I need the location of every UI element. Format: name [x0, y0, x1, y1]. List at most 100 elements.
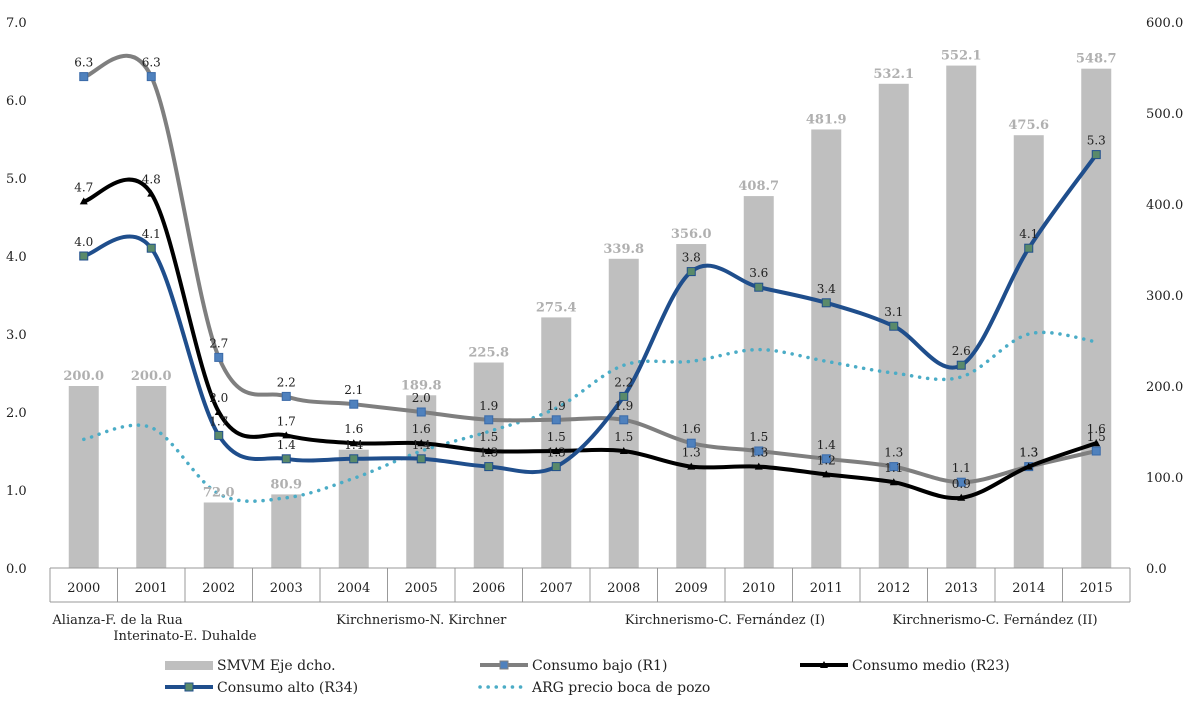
series-1-point-2009 [687, 462, 696, 470]
period-label-1: Interinato-E. Duhalde [113, 629, 257, 644]
series-0-label-2012: 1.3 [884, 446, 903, 460]
series-1-label-2003: 1.7 [277, 414, 296, 428]
series-2-point-2007 [551, 462, 561, 472]
series-2-point-2000 [79, 251, 89, 261]
left-tick-label: 1.0 [6, 484, 27, 499]
series-0-point-2004 [349, 399, 359, 409]
right-tick-label: 400.0 [1146, 198, 1183, 213]
right-tick-label: 0.0 [1146, 562, 1167, 577]
series-0-label-2013: 1.1 [952, 461, 971, 475]
series-2-point-2001 [146, 243, 156, 253]
series-1-label-2005: 1.6 [412, 422, 431, 436]
bar-label-2015: 548.7 [1076, 52, 1117, 67]
left-tick-label: 6.0 [6, 94, 27, 109]
series-2-point-2003 [281, 454, 291, 464]
series-1-point-2014 [1024, 462, 1033, 470]
series-2-point-2011 [821, 298, 831, 308]
series-1-label-2007: 1.5 [547, 430, 566, 444]
series-0-point-2000 [79, 72, 89, 82]
legend-label-0: SMVM Eje dcho. [217, 658, 336, 674]
x-tick-2007: 2007 [540, 581, 573, 596]
axes-layer: 0.0 1.0 2.0 3.0 4.0 5.0 6.0 7.0 0.0 100.0 200.0 300… [6, 16, 1183, 577]
x-tick-2015: 2015 [1080, 581, 1113, 596]
series-0-point-2012 [889, 462, 899, 472]
series-0-point-2008 [619, 415, 629, 425]
bar-2010 [743, 196, 774, 568]
right-tick-label: 100.0 [1146, 471, 1183, 486]
series-line-2 [81, 152, 1099, 475]
bar-label-2011: 481.9 [806, 112, 847, 127]
series-1-point-2013 [957, 493, 966, 501]
series-0-label-2000: 6.3 [74, 56, 93, 70]
bar-label-2001: 200.0 [131, 369, 172, 384]
series-2-label-2005: 1.4 [412, 438, 431, 452]
series-2-label-2009: 3.8 [682, 251, 701, 265]
series-2-label-2003: 1.4 [277, 438, 296, 452]
series-2-label-2013: 2.6 [952, 344, 971, 358]
series-1-point-2000 [79, 197, 88, 205]
period-label-4: Kirchnerismo-C. Fernández (II) [892, 613, 1097, 628]
x-tick-2008: 2008 [607, 581, 640, 596]
series-1-point-2001 [147, 189, 156, 197]
legend-swatch-bar [165, 661, 213, 670]
bar-2004 [338, 449, 369, 568]
bar-2002 [203, 502, 234, 568]
series-line-0 [81, 53, 1099, 485]
series-2-label-2014: 4.1 [1019, 227, 1038, 241]
series-1-label-2001: 4.8 [142, 173, 161, 187]
left-tick-label: 2.0 [6, 406, 27, 421]
series-1-point-2011 [822, 470, 831, 478]
bar-label-2008: 339.8 [603, 242, 644, 257]
series-0-label-2008: 1.9 [614, 399, 633, 413]
x-tick-2014: 2014 [1012, 581, 1045, 596]
series-1-label-2008: 1.5 [614, 430, 633, 444]
series-1-point-2005 [417, 439, 426, 447]
right-tick-label: 500.0 [1146, 107, 1183, 122]
series-2-label-2004: 1.4 [344, 438, 363, 452]
series-0-label-2007: 1.9 [547, 399, 566, 413]
series-2-point-2005 [416, 454, 426, 464]
x-tick-2006: 2006 [472, 581, 505, 596]
series-2-label-2002: 1.7 [209, 414, 228, 428]
series-2-label-2010: 3.6 [749, 266, 768, 280]
series-2-point-2008 [619, 391, 629, 401]
x-tick-2003: 2003 [270, 581, 303, 596]
series-0-point-2009 [686, 438, 696, 448]
x-tick-2011: 2011 [810, 581, 843, 596]
series-0-point-2013 [956, 477, 966, 487]
series-2-point-2010 [754, 282, 764, 292]
series-0-label-2011: 1.4 [817, 438, 836, 452]
lines-layer [79, 53, 1101, 503]
series-1-point-2012 [889, 478, 898, 486]
series-1-label-2011: 1.2 [817, 453, 836, 467]
series-1-point-2006 [484, 447, 493, 454]
series-2-label-2008: 2.2 [614, 375, 633, 389]
x-tick-2005: 2005 [405, 581, 438, 596]
x-tick-2004: 2004 [337, 581, 370, 596]
series-1-label-2006: 1.5 [479, 430, 498, 444]
left-tick-label: 3.0 [6, 328, 27, 343]
x-tick-2000: 2000 [67, 581, 100, 596]
bar-label-2007: 275.4 [536, 300, 577, 315]
x-tick-2009: 2009 [675, 581, 708, 596]
bar-label-2013: 552.1 [941, 49, 982, 64]
series-1-point-2007 [552, 447, 561, 454]
x-tick-2001: 2001 [135, 581, 168, 596]
left-tick-label: 0.0 [6, 562, 27, 577]
series-1-label-2000: 4.7 [74, 180, 93, 194]
bar-2003 [271, 494, 302, 568]
bar-2000 [68, 386, 99, 568]
period-label-3: Kirchnerismo-C. Fernández (I) [625, 613, 825, 628]
bar-label-2014: 475.6 [1008, 118, 1049, 133]
series-0-label-2001: 6.3 [142, 56, 161, 70]
series-2-point-2002 [214, 430, 224, 440]
legend: SMVM Eje dcho. Consumo bajo (R1) Consumo m… [165, 658, 1010, 696]
x-tick-2013: 2013 [945, 581, 978, 596]
series-2-point-2012 [889, 321, 899, 331]
series-0-label-2014: 1.3 [1019, 446, 1038, 460]
series-0-label-2005: 2.0 [412, 391, 431, 405]
period-label-2: Kirchnerismo-N. Kirchner [336, 613, 507, 628]
legend-marker-0 [499, 660, 509, 670]
series-2-point-2009 [686, 267, 696, 277]
